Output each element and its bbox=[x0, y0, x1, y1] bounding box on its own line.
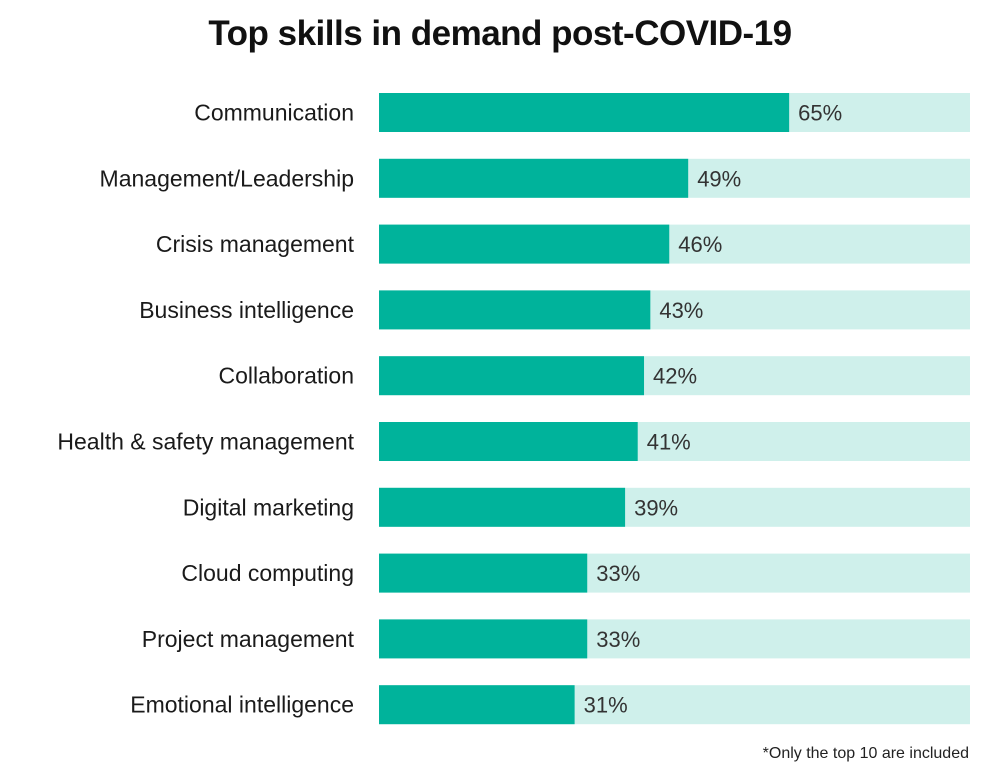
chart-title: Top skills in demand post-COVID-19 bbox=[208, 14, 792, 53]
bar-row: Digital marketing 39% bbox=[183, 487, 970, 527]
value-label: 49% bbox=[697, 166, 741, 191]
bar bbox=[379, 224, 670, 264]
value-label: 39% bbox=[634, 495, 678, 520]
category-label: Collaboration bbox=[218, 363, 354, 389]
bar-row: Collaboration 42% bbox=[218, 356, 970, 396]
bar bbox=[379, 290, 651, 330]
bar bbox=[379, 93, 790, 132]
value-label: 46% bbox=[678, 232, 722, 257]
bar-row: Crisis management 46% bbox=[156, 224, 970, 264]
value-label: 65% bbox=[798, 101, 842, 126]
bar-row: Business intelligence 43% bbox=[139, 290, 970, 330]
bar-row: Emotional intelligence 31% bbox=[130, 685, 970, 725]
category-label: Crisis management bbox=[156, 231, 355, 257]
category-label: Project management bbox=[142, 626, 355, 652]
bar bbox=[379, 487, 626, 527]
value-label: 31% bbox=[584, 693, 628, 718]
category-label: Emotional intelligence bbox=[130, 692, 354, 718]
bar-row: Cloud computing 33% bbox=[181, 553, 970, 593]
category-label: Health & safety management bbox=[57, 429, 354, 455]
footnote: *Only the top 10 are included bbox=[762, 745, 969, 762]
bar-row: Project management 33% bbox=[142, 619, 970, 659]
bar bbox=[379, 422, 638, 461]
category-label: Digital marketing bbox=[183, 494, 354, 520]
bar bbox=[379, 158, 689, 198]
category-label: Management/Leadership bbox=[100, 165, 354, 191]
bar bbox=[379, 553, 588, 593]
value-label: 33% bbox=[596, 627, 640, 652]
category-label: Business intelligence bbox=[139, 297, 354, 323]
value-label: 33% bbox=[596, 561, 640, 586]
value-label: 42% bbox=[653, 364, 697, 389]
value-label: 43% bbox=[659, 298, 703, 323]
bar-row: Health & safety management 41% bbox=[57, 422, 970, 461]
bar bbox=[379, 685, 575, 725]
category-label: Cloud computing bbox=[181, 560, 354, 586]
bar bbox=[379, 356, 645, 396]
bar-row: Management/Leadership 49% bbox=[100, 158, 970, 198]
value-label: 41% bbox=[647, 430, 691, 455]
bar bbox=[379, 619, 588, 659]
bar-row: Communication 65% bbox=[194, 93, 970, 132]
category-label: Communication bbox=[194, 100, 354, 126]
